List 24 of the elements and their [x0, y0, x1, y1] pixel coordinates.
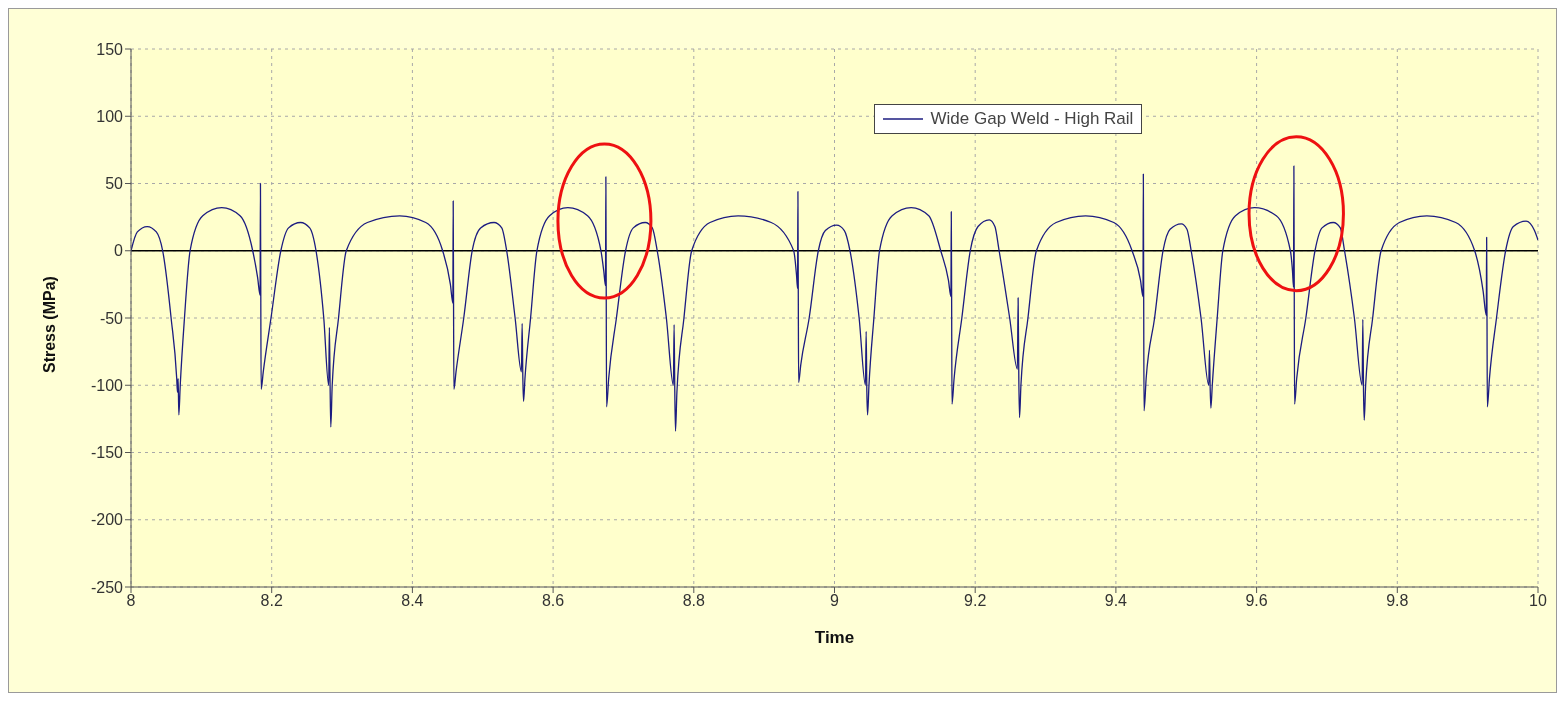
y-tick-label: -150 [90, 444, 124, 462]
y-tick-label: 0 [114, 242, 124, 260]
y-axis-title: Stress (MPa) [40, 276, 58, 373]
legend-label: Wide Gap Weld - High Rail [930, 109, 1134, 129]
y-tick-label: -200 [90, 511, 124, 529]
y-tick-label: -100 [90, 376, 124, 394]
line-series [131, 165, 1538, 432]
x-tick-label: 8.2 [260, 592, 283, 610]
x-tick-label: 9.4 [1104, 592, 1128, 610]
x-tick-label: 8.8 [682, 592, 706, 610]
y-tick-label: 150 [96, 40, 124, 58]
x-tick-label: 10 [1529, 592, 1547, 610]
y-tick-label: -50 [99, 309, 124, 327]
x-tick-label: 8.4 [401, 592, 424, 610]
y-tick-label: 100 [96, 107, 124, 125]
x-tick-label: 8.6 [541, 592, 565, 610]
x-tick-label: 9.8 [1386, 592, 1409, 610]
x-axis-title: Time [814, 628, 855, 647]
x-tick-label: 9.6 [1245, 592, 1268, 610]
x-tick-label: 8 [126, 592, 136, 610]
y-tick-label: 50 [105, 175, 124, 193]
x-tick-label: 9 [830, 592, 840, 610]
y-tick-label: -250 [90, 578, 124, 596]
x-tick-label: 9.2 [964, 592, 987, 610]
